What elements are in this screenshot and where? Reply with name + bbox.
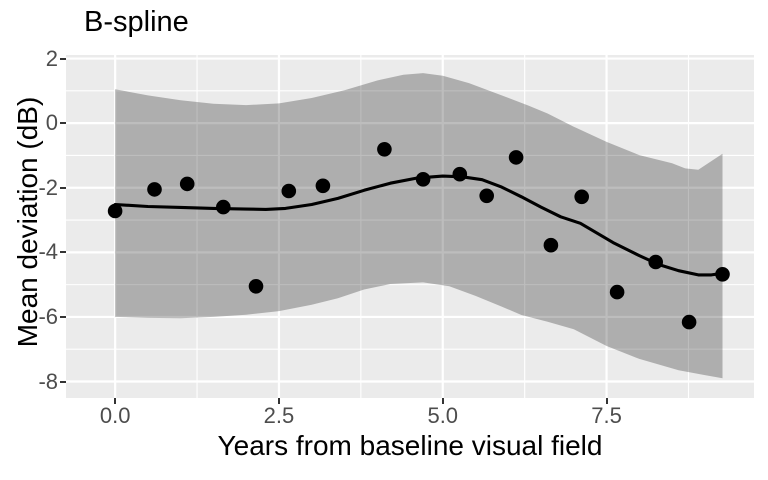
x-tick-label: 5.0 <box>427 403 459 428</box>
data-point <box>648 254 663 270</box>
y-tick-label: -6 <box>38 303 58 329</box>
data-point <box>543 237 559 253</box>
data-point <box>216 199 231 215</box>
x-tick-mark <box>277 398 280 404</box>
y-tick-mark <box>60 57 66 60</box>
y-tick-label: 0 <box>45 110 58 136</box>
plot-title: B-spline <box>84 6 189 38</box>
y-tick-label: 2 <box>45 45 58 71</box>
x-tick-mark <box>441 398 444 404</box>
data-point <box>377 142 392 157</box>
y-tick-label: -8 <box>38 368 58 394</box>
y-tick-label: -4 <box>38 239 58 265</box>
data-point <box>574 189 589 205</box>
data-point <box>479 188 495 204</box>
y-tick-mark <box>60 380 66 383</box>
data-point <box>147 182 162 197</box>
data-point <box>248 279 264 294</box>
data-point <box>415 172 431 187</box>
data-point <box>452 166 468 182</box>
data-point <box>681 314 697 330</box>
data-point <box>508 150 524 165</box>
panel-background <box>66 55 754 398</box>
y-tick-mark <box>60 122 66 125</box>
y-tick-mark <box>60 251 66 254</box>
x-tick-label: 7.5 <box>591 403 622 428</box>
x-tick-mark <box>605 398 608 404</box>
data-point <box>281 183 297 199</box>
y-tick-mark <box>60 315 66 318</box>
confidence-ribbon <box>115 73 723 379</box>
data-point <box>315 178 331 194</box>
x-axis-title: Years from baseline visual field <box>217 430 603 461</box>
x-tick-mark <box>114 398 117 404</box>
data-point <box>609 284 625 300</box>
data-point <box>715 267 730 282</box>
data-point <box>107 203 123 219</box>
plot-panel <box>66 55 754 398</box>
data-point <box>179 176 195 192</box>
x-tick-label: 0.0 <box>99 403 131 428</box>
y-tick-label: -2 <box>38 174 58 200</box>
x-tick-label: 2.5 <box>263 403 295 428</box>
y-tick-mark <box>60 186 66 189</box>
